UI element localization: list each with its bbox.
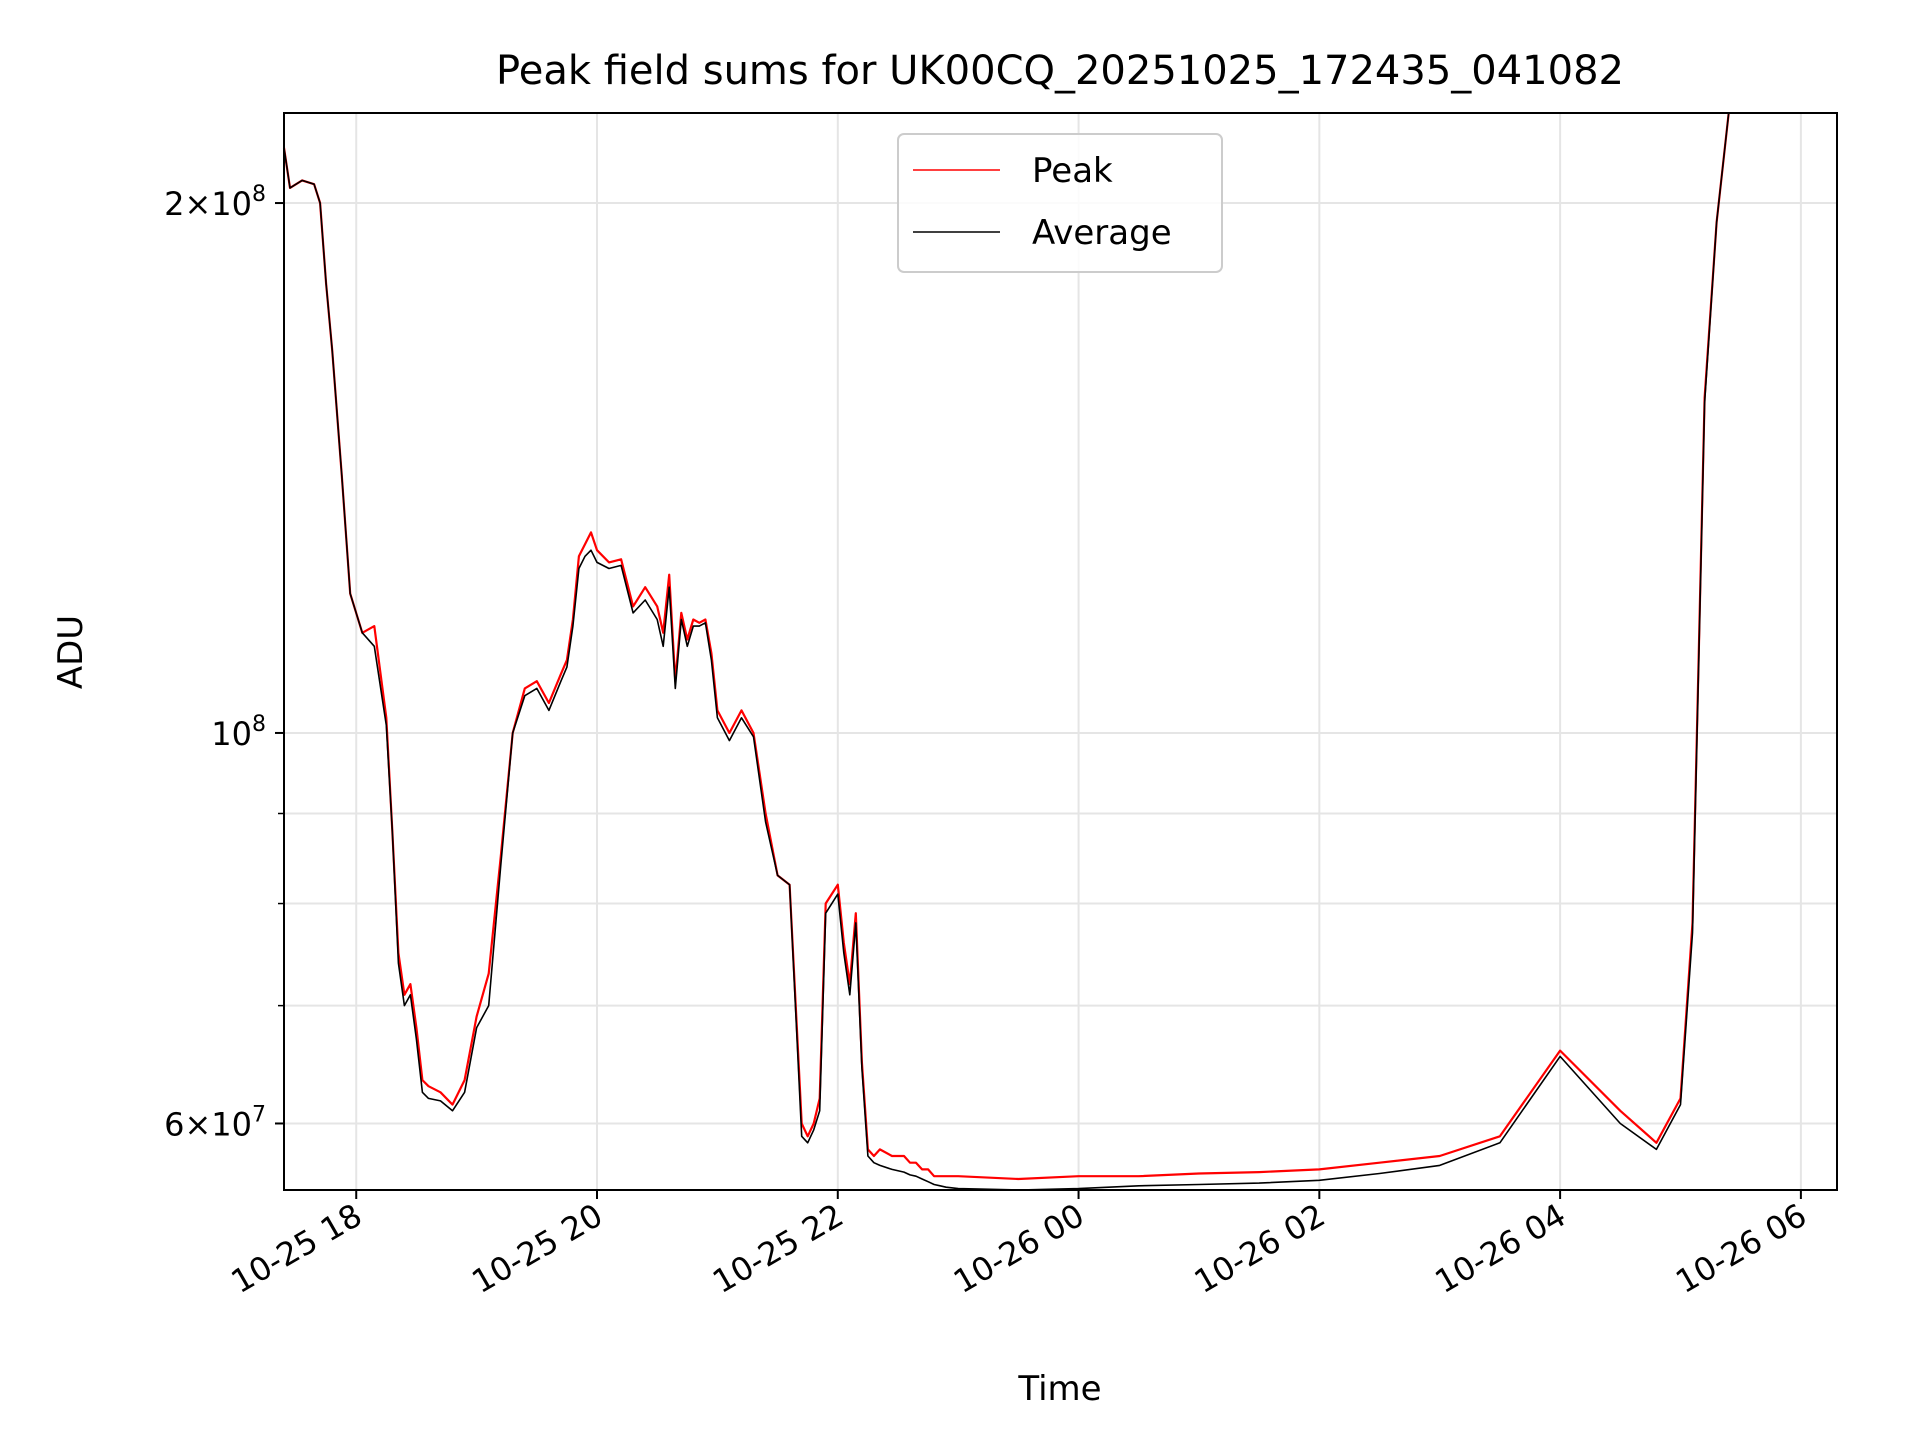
y-tick-label: 2×108	[164, 182, 266, 223]
series-layer	[282, 112, 1730, 1191]
y-tick-exponent: 8	[252, 182, 266, 207]
y-axis-label: ADU	[51, 615, 91, 689]
y-tick-base: 10	[211, 715, 252, 753]
y-tick-base: 6×10	[164, 1105, 252, 1143]
legend-average-label: Average	[1032, 213, 1172, 253]
series-line-peak	[282, 112, 1730, 1181]
chart-title: Peak field sums for UK00CQ_20251025_1724…	[496, 48, 1624, 94]
y-tick-label: 6×107	[164, 1102, 266, 1143]
x-axis-label: Time	[1017, 1369, 1101, 1409]
legend-peak-label: Peak	[1032, 151, 1113, 191]
legend-box	[897, 133, 1223, 273]
y-tick-base: 2×10	[164, 185, 252, 223]
y-tick-exponent: 8	[252, 712, 266, 737]
plot-area	[284, 113, 1837, 1190]
plot-frame	[283, 112, 1838, 1191]
grid	[284, 113, 1837, 1190]
series-line-average	[283, 112, 1730, 1191]
y-tick-label: 108	[211, 712, 266, 753]
legend: Peak Average	[897, 133, 1223, 273]
y-tick-exponent: 7	[252, 1102, 266, 1127]
